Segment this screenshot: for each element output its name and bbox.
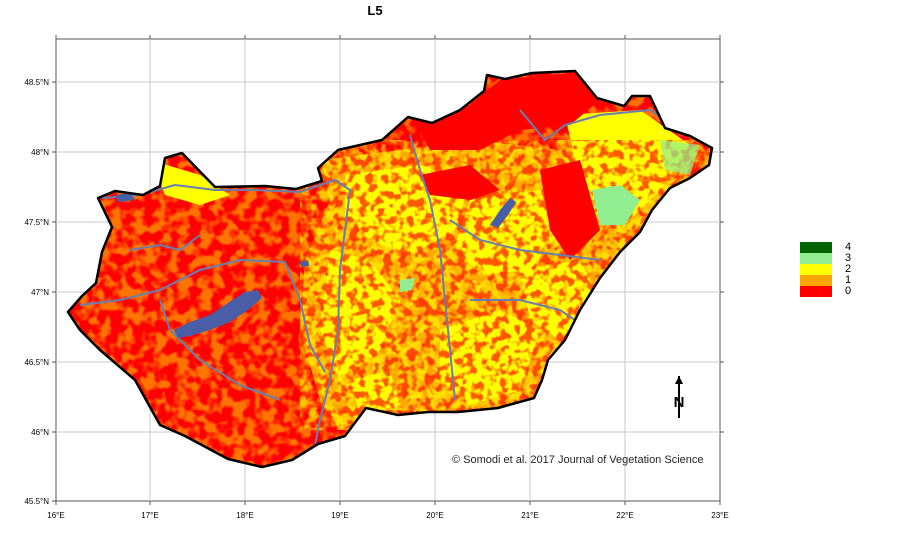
legend-item: 4 (800, 242, 851, 253)
legend-item: 3 (800, 253, 851, 264)
legend-label: 0 (845, 285, 852, 297)
map-title: L5 (367, 3, 383, 18)
legend-label: 1 (845, 274, 852, 286)
y-tick-label: 47.5°N (24, 218, 49, 227)
x-tick-label: 18°E (236, 511, 253, 520)
y-tick-label: 48.5°N (24, 78, 49, 87)
legend-swatch (800, 242, 832, 253)
x-tick-label: 16°E (47, 511, 64, 520)
legend-item: 0 (800, 286, 851, 297)
x-tick-label: 19°E (331, 511, 348, 520)
legend: 4 3 2 1 0 (800, 242, 851, 297)
legend-swatch (800, 253, 832, 264)
x-tick-label: 21°E (521, 511, 538, 520)
north-label: N (674, 394, 685, 411)
y-tick-label: 46.5°N (24, 358, 49, 367)
x-tick-label: 22°E (616, 511, 633, 520)
legend-swatch (800, 264, 832, 275)
x-tick-label: 20°E (426, 511, 443, 520)
north-arrow: N (674, 376, 685, 418)
y-tick-labels: 48.5°N 48°N 47.5°N 47°N 46.5°N 46°N 45.5… (24, 78, 49, 506)
legend-item: 1 (800, 275, 851, 286)
legend-label: 4 (845, 241, 852, 253)
legend-swatch (800, 286, 832, 297)
y-tick-label: 46°N (31, 428, 49, 437)
legend-label: 3 (845, 252, 852, 264)
legend-swatch (800, 275, 832, 286)
legend-item: 2 (800, 264, 851, 275)
credit-text: © Somodi et al. 2017 Journal of Vegetati… (452, 454, 704, 466)
rivers (79, 108, 691, 446)
legend-label: 2 (845, 263, 852, 275)
lakes (115, 193, 516, 338)
x-tick-label: 17°E (141, 511, 158, 520)
x-tick-label: 23°E (711, 511, 728, 520)
y-tick-label: 48°N (31, 148, 49, 157)
y-tick-label: 47°N (31, 288, 49, 297)
x-tick-labels: 16°E 17°E 18°E 19°E 20°E 21°E 22°E 23°E (47, 511, 728, 520)
y-tick-label: 45.5°N (24, 497, 49, 506)
country-border (66, 69, 714, 469)
